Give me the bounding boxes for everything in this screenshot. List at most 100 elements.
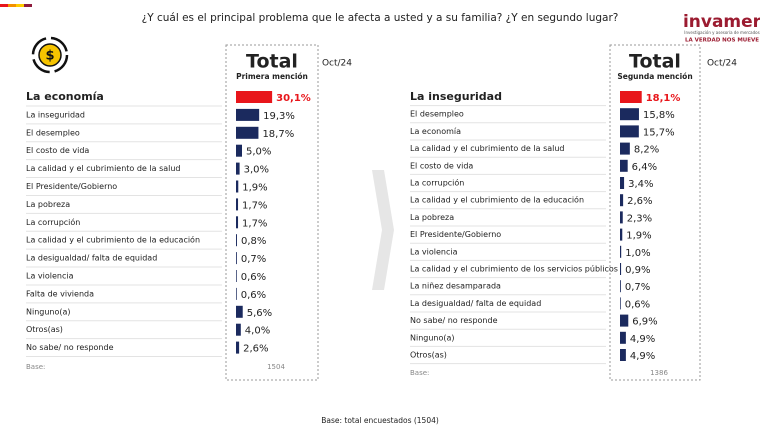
bar bbox=[236, 305, 243, 318]
panel-box bbox=[609, 44, 701, 381]
value-label: 1,9% bbox=[626, 231, 651, 242]
base-value: 1386 bbox=[650, 369, 668, 377]
bar bbox=[620, 177, 625, 189]
value-label: 8,2% bbox=[634, 145, 659, 156]
bar bbox=[236, 108, 260, 121]
value-label: 1,7% bbox=[242, 200, 267, 211]
bar bbox=[236, 91, 273, 103]
category-label: El Presidente/Gobierno bbox=[410, 230, 501, 239]
category-label: Otros(as) bbox=[26, 325, 63, 334]
bar bbox=[620, 331, 626, 344]
base-label: Base: bbox=[410, 369, 429, 377]
value-label: 4,9% bbox=[630, 351, 655, 362]
panel-subtitle: Primera mención bbox=[236, 72, 308, 81]
bar bbox=[236, 270, 237, 282]
question: ¿Y cuál es el principal problema que le … bbox=[142, 12, 619, 24]
panel-box bbox=[225, 44, 319, 381]
value-label: 0,9% bbox=[625, 265, 650, 276]
bar bbox=[236, 144, 242, 157]
category-label: La corrupción bbox=[26, 217, 80, 227]
value-label: 15,7% bbox=[643, 127, 675, 138]
base-label: Base: bbox=[26, 363, 45, 371]
category-label: El desempleo bbox=[410, 110, 464, 119]
value-label: 4,9% bbox=[630, 334, 655, 345]
bar bbox=[620, 159, 628, 172]
value-label: 0,6% bbox=[625, 299, 650, 310]
bar bbox=[620, 314, 629, 327]
bar bbox=[620, 194, 624, 207]
panel-title: Total bbox=[629, 51, 681, 73]
value-label: 1,0% bbox=[625, 248, 650, 259]
category-label: Otros(as) bbox=[410, 351, 447, 360]
bar bbox=[620, 108, 639, 121]
category-label: La inseguridad bbox=[26, 110, 85, 119]
value-label: 18,7% bbox=[262, 129, 294, 140]
bar bbox=[620, 349, 626, 361]
footer: Base: total encuestados (1504) bbox=[321, 416, 439, 425]
value-label: 0,6% bbox=[241, 290, 266, 301]
bar bbox=[620, 280, 621, 293]
category-label: No sabe/ no responde bbox=[26, 343, 114, 352]
value-label: 2,6% bbox=[243, 344, 268, 355]
category-label: La pobreza bbox=[410, 213, 454, 222]
panel-title: Total bbox=[246, 51, 298, 73]
value-label: 0,7% bbox=[241, 254, 266, 265]
category-label: La economía bbox=[410, 127, 461, 136]
category-label: La calidad y el cubrimiento de la salud bbox=[410, 144, 565, 153]
value-label: 30,1% bbox=[276, 93, 311, 104]
value-label: 6,4% bbox=[632, 162, 657, 173]
category-label: El Presidente/Gobierno bbox=[26, 182, 117, 191]
value-label: 6,9% bbox=[632, 317, 657, 328]
bar bbox=[236, 162, 240, 175]
bar bbox=[236, 198, 239, 211]
category-label: No sabe/ no responde bbox=[410, 316, 498, 325]
category-label: La inseguridad bbox=[410, 90, 502, 103]
category-label: La pobreza bbox=[26, 200, 70, 209]
bar bbox=[620, 142, 630, 155]
category-label: La economía bbox=[26, 90, 104, 103]
bar bbox=[620, 211, 623, 224]
value-label: 1,9% bbox=[242, 183, 267, 194]
value-label: 18,1% bbox=[646, 93, 681, 104]
bar bbox=[236, 287, 237, 300]
category-label: La corrupción bbox=[410, 178, 464, 188]
bar bbox=[236, 341, 240, 354]
bar bbox=[620, 91, 642, 103]
money-icon: $ bbox=[31, 36, 69, 74]
value-label: 2,3% bbox=[627, 213, 652, 224]
bar bbox=[620, 263, 622, 275]
value-label: 1,7% bbox=[242, 218, 267, 229]
category-label: El costo de vida bbox=[410, 161, 473, 170]
bar bbox=[620, 228, 623, 241]
value-label: 3,0% bbox=[244, 165, 269, 176]
svg-text:$: $ bbox=[45, 49, 54, 64]
base-value: 1504 bbox=[267, 363, 285, 371]
bar bbox=[236, 216, 239, 229]
category-label: La calidad y el cubrimiento de la educac… bbox=[26, 235, 200, 245]
logo: invamer bbox=[683, 12, 760, 32]
bar bbox=[236, 234, 237, 247]
category-label: La niñez desamparada bbox=[410, 282, 501, 291]
category-label: La calidad y el cubrimiento de la educac… bbox=[410, 195, 584, 205]
category-label: La desigualdad/ falta de equidad bbox=[410, 299, 541, 308]
category-label: La calidad y el cubrimiento de la salud bbox=[26, 164, 181, 173]
panel-date: Oct/24 bbox=[322, 59, 352, 69]
bar bbox=[236, 126, 259, 139]
logo-slogan: LA VERDAD NOS MUEVE bbox=[685, 38, 759, 44]
color-stripe bbox=[0, 4, 32, 7]
category-label: Falta de vivienda bbox=[26, 289, 94, 298]
value-label: 19,3% bbox=[263, 111, 295, 122]
bar bbox=[620, 297, 621, 310]
value-label: 5,0% bbox=[246, 147, 271, 158]
value-label: 5,6% bbox=[247, 308, 272, 319]
bar bbox=[236, 323, 241, 336]
bar bbox=[236, 252, 237, 265]
category-label: La violencia bbox=[410, 247, 458, 256]
value-label: 0,8% bbox=[241, 236, 266, 247]
category-label: Ninguno(a) bbox=[410, 333, 455, 342]
value-label: 4,0% bbox=[245, 326, 270, 337]
bar bbox=[620, 245, 622, 258]
bar bbox=[236, 180, 239, 193]
logo-tagline: Investigación y asesoría de mercados bbox=[684, 30, 759, 35]
